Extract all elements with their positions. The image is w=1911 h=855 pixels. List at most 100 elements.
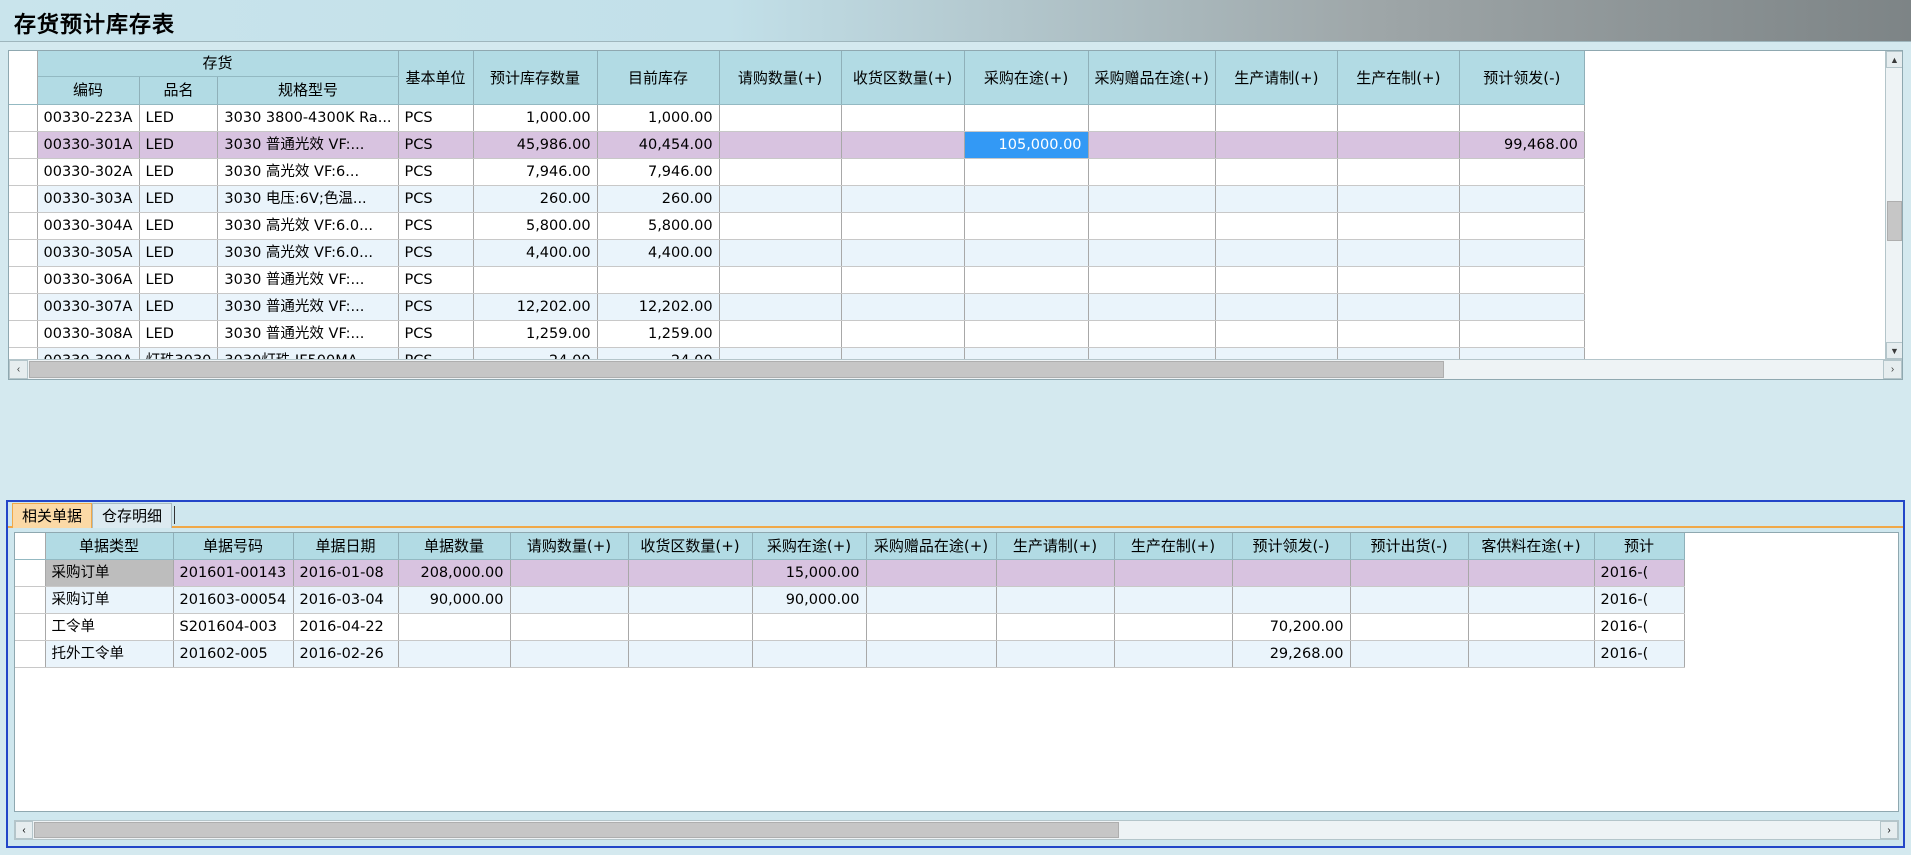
detail-column-header-ship[interactable]: 预计出货(-) — [1350, 533, 1469, 560]
table-row[interactable]: 00330-223A LED 3030 3800-4300K Ra... PCS 1,0… — [9, 104, 1585, 132]
detail-table-body[interactable]: 采购订单 201601-00143 2016-01-08 208,000.00 15,0… — [15, 559, 1685, 668]
detail-horizontal-scrollbar[interactable]: ‹ › — [14, 820, 1899, 840]
detail-cell-dtype[interactable]: 采购订单 — [45, 586, 174, 614]
cell-wip[interactable] — [1337, 212, 1460, 240]
cell-spec[interactable]: 3030 高光效 VF:6... — [217, 158, 399, 186]
detail-row-selector-cell[interactable] — [15, 640, 46, 668]
detail-cell-wip[interactable] — [1114, 613, 1233, 641]
cell-fqty[interactable]: 45,986.00 — [473, 131, 598, 159]
column-header-code[interactable]: 编码 — [37, 76, 140, 105]
cell-code[interactable]: 00330-305A — [37, 239, 140, 267]
cell-potr[interactable] — [964, 320, 1089, 348]
cell-mreq[interactable] — [1215, 320, 1338, 348]
cell-name[interactable]: 灯珠3030 — [139, 347, 219, 359]
table-row[interactable]: 00330-306A LED 3030 普通光效 VF:... PCS — [9, 266, 1585, 294]
cell-potr[interactable] — [964, 293, 1089, 321]
detail-cell-recv[interactable] — [628, 640, 753, 668]
inventory-table-body[interactable]: 00330-223A LED 3030 3800-4300K Ra... PCS 1,0… — [9, 104, 1585, 359]
cell-wip[interactable] — [1337, 347, 1460, 359]
column-header-mreq[interactable]: 生产请制(+) — [1215, 51, 1338, 105]
detail-cell-ship[interactable] — [1350, 559, 1469, 587]
cell-gift[interactable] — [1088, 266, 1216, 294]
detail-cell-mreq[interactable] — [996, 559, 1115, 587]
detail-cell-issue[interactable]: 29,268.00 — [1232, 640, 1351, 668]
cell-wip[interactable] — [1337, 239, 1460, 267]
detail-cell-wip[interactable] — [1114, 559, 1233, 587]
detail-cell-ship[interactable] — [1350, 586, 1469, 614]
row-selector-cell[interactable] — [9, 212, 38, 240]
select-all-corner-cell[interactable] — [9, 51, 38, 105]
cell-req[interactable] — [719, 320, 842, 348]
cell-cqty[interactable]: 24.00 — [597, 347, 720, 359]
detail-cell-dno[interactable]: 201602-005 — [173, 640, 294, 668]
cell-req[interactable] — [719, 212, 842, 240]
detail-column-header-edate[interactable]: 预计 — [1594, 533, 1685, 560]
detail-cell-gift[interactable] — [866, 586, 997, 614]
cell-issue[interactable] — [1459, 104, 1585, 132]
cell-code[interactable]: 00330-309A — [37, 347, 140, 359]
detail-row-selector-cell[interactable] — [15, 559, 46, 587]
cell-mreq[interactable] — [1215, 347, 1338, 359]
cell-unit[interactable]: PCS — [398, 293, 474, 321]
column-header-name[interactable]: 品名 — [139, 76, 219, 105]
detail-cell-dno[interactable]: 201603-00054 — [173, 586, 294, 614]
cell-cqty[interactable]: 40,454.00 — [597, 131, 720, 159]
cell-mreq[interactable] — [1215, 293, 1338, 321]
cell-mreq[interactable] — [1215, 239, 1338, 267]
row-selector-cell[interactable] — [9, 104, 38, 132]
cell-mreq[interactable] — [1215, 131, 1338, 159]
cell-recv[interactable] — [841, 293, 965, 321]
cell-name[interactable]: LED — [139, 104, 219, 132]
cell-wip[interactable] — [1337, 131, 1460, 159]
cell-fqty[interactable]: 24.00 — [473, 347, 598, 359]
cell-recv[interactable] — [841, 266, 965, 294]
cell-potr[interactable]: 105,000.00 — [964, 131, 1089, 159]
cell-wip[interactable] — [1337, 293, 1460, 321]
detail-cell-dqty[interactable] — [398, 613, 511, 641]
cell-spec[interactable]: 3030 普通光效 VF:... — [217, 320, 399, 348]
row-selector-cell[interactable] — [9, 293, 38, 321]
column-header-gift[interactable]: 采购赠品在途(+) — [1088, 51, 1216, 105]
cell-potr[interactable] — [964, 158, 1089, 186]
row-selector-cell[interactable] — [9, 347, 38, 359]
cell-code[interactable]: 00330-301A — [37, 131, 140, 159]
cell-gift[interactable] — [1088, 347, 1216, 359]
cell-fqty[interactable]: 260.00 — [473, 185, 598, 213]
detail-table-row[interactable]: 采购订单 201601-00143 2016-01-08 208,000.00 15,0… — [15, 559, 1685, 587]
cell-spec[interactable]: 3030灯珠 IF500MA,... — [217, 347, 399, 359]
cell-fqty[interactable] — [473, 266, 598, 294]
detail-cell-gift[interactable] — [866, 613, 997, 641]
detail-cell-edate[interactable]: 2016-( — [1594, 613, 1685, 641]
cell-gift[interactable] — [1088, 158, 1216, 186]
cell-fqty[interactable]: 12,202.00 — [473, 293, 598, 321]
detail-cell-recv[interactable] — [628, 559, 753, 587]
detail-cell-dtype[interactable]: 工令单 — [45, 613, 174, 641]
detail-select-all-corner-cell[interactable] — [15, 533, 46, 560]
detail-cell-ship[interactable] — [1350, 640, 1469, 668]
cell-potr[interactable] — [964, 212, 1089, 240]
cell-req[interactable] — [719, 239, 842, 267]
detail-column-header-ddate[interactable]: 单据日期 — [293, 533, 399, 560]
cell-mreq[interactable] — [1215, 158, 1338, 186]
cell-spec[interactable]: 3030 普通光效 VF:... — [217, 131, 399, 159]
cell-name[interactable]: LED — [139, 212, 219, 240]
detail-scroll-left-arrow-icon[interactable]: ‹ — [15, 821, 33, 839]
cell-unit[interactable]: PCS — [398, 239, 474, 267]
cell-name[interactable]: LED — [139, 266, 219, 294]
cell-code[interactable]: 00330-303A — [37, 185, 140, 213]
cell-unit[interactable]: PCS — [398, 104, 474, 132]
column-header-spec[interactable]: 规格型号 — [217, 76, 399, 105]
cell-recv[interactable] — [841, 212, 965, 240]
cell-gift[interactable] — [1088, 104, 1216, 132]
cell-issue[interactable] — [1459, 158, 1585, 186]
cell-issue[interactable] — [1459, 266, 1585, 294]
cell-unit[interactable]: PCS — [398, 185, 474, 213]
inventory-forecast-table[interactable]: 存货 基本单位 预计库存数量 目前库存 请购数量(+) 收货区数量(+) 采购在途(+) 采购… — [9, 51, 1585, 359]
detail-cell-req[interactable] — [510, 559, 629, 587]
detail-cell-potr[interactable] — [752, 640, 867, 668]
cell-unit[interactable]: PCS — [398, 320, 474, 348]
detail-cell-gift[interactable] — [866, 559, 997, 587]
cell-code[interactable]: 00330-223A — [37, 104, 140, 132]
row-selector-cell[interactable] — [9, 266, 38, 294]
detail-table-row[interactable]: 工令单 S201604-003 2016-04-22 70,200.00 2016-( — [15, 613, 1685, 641]
